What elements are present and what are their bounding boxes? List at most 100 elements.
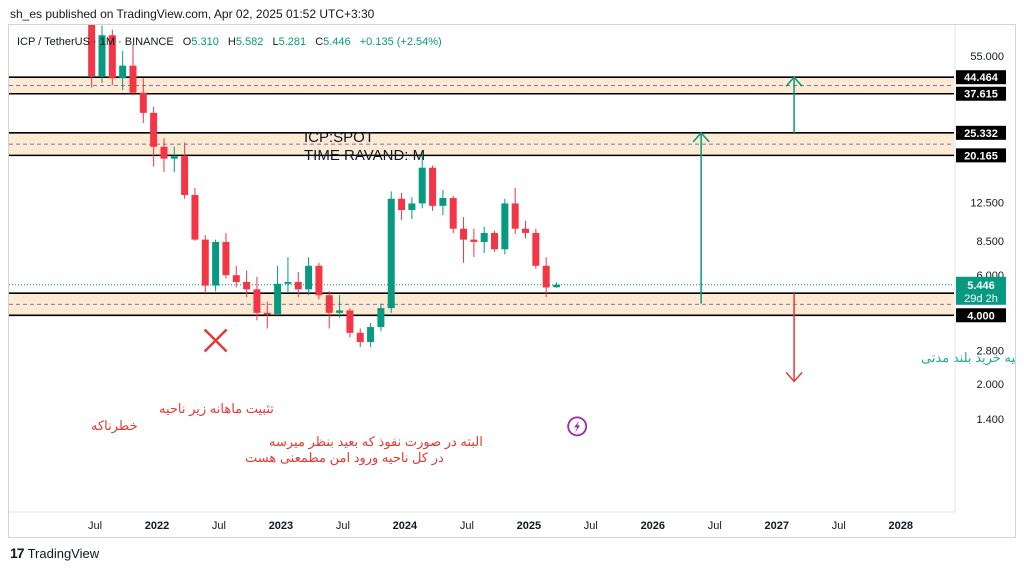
candle — [253, 276, 261, 321]
badge-resistance-lower-top-bg — [956, 125, 1006, 140]
arrow-target-2 — [785, 76, 803, 133]
candle — [315, 262, 323, 300]
candle — [356, 328, 364, 348]
candle — [387, 191, 395, 313]
legend-open-label: O — [183, 36, 192, 48]
warn-note-4: در کل ناحیه ورود امن مطمعنی هست — [245, 450, 444, 466]
candle — [439, 190, 447, 216]
x-tick-label: 2026 — [641, 520, 665, 532]
flash-icon-bolt — [574, 420, 581, 433]
chart-legend[interactable]: ICP / TetherUS · 1M · BINANCE O5.310 H5.… — [17, 36, 442, 48]
candle-body — [315, 265, 323, 296]
chart-frame[interactable]: ICP / TetherUS · 1M · BINANCE O5.310 H5.… — [8, 24, 1016, 538]
candle-body — [501, 203, 509, 250]
candle — [129, 44, 137, 96]
candle-body — [387, 198, 395, 309]
candle-body — [139, 92, 147, 113]
candle-body — [108, 35, 116, 79]
y-tick-label: 12.500 — [970, 198, 1004, 210]
candle — [491, 230, 499, 252]
badge-resistance-upper-bottom: 37.615 — [956, 86, 1006, 101]
x-mark-stroke — [203, 328, 228, 353]
countdown-label: 29d 2h — [964, 293, 998, 305]
candle-body — [408, 203, 416, 211]
candle — [263, 301, 271, 329]
y-tick-label: 2.000 — [976, 379, 1004, 391]
legend-close: 5.446 — [323, 36, 351, 48]
warn-note-1: تثبیت ماهانه زیر ناحیه — [159, 401, 274, 417]
candle — [367, 322, 375, 348]
candle — [325, 291, 333, 329]
candle — [212, 239, 220, 292]
candle — [139, 78, 147, 123]
candle — [88, 25, 96, 88]
legend-symbol: ICP / TetherUS · 1M · BINANCE — [17, 36, 174, 48]
candle — [119, 50, 127, 91]
x-tick-label: Jul — [460, 520, 474, 532]
candle-body — [232, 275, 240, 283]
legend-low: 5.281 — [279, 36, 307, 48]
candle-body — [429, 167, 437, 206]
x-tick-label: Jul — [708, 520, 722, 532]
candle — [553, 282, 561, 288]
candle-body — [284, 282, 292, 284]
badge-support-buy-bottom: 4.000 — [956, 308, 1006, 323]
candle — [542, 257, 550, 298]
badge-resistance-upper-bottom-label: 37.615 — [964, 89, 998, 101]
candle-body — [491, 232, 499, 250]
candle — [222, 232, 230, 279]
buy-zone-note: یکی از بهترین ناحیه خرید بلند مدتی — [921, 350, 1015, 366]
legend-change: +0.135 (+2.54%) — [360, 36, 442, 48]
tradingview-logo-icon: 17 — [10, 545, 25, 561]
candle-body — [222, 241, 230, 276]
candle — [532, 228, 540, 269]
candle-body — [470, 239, 478, 242]
candle — [305, 257, 313, 296]
candle-body — [480, 232, 488, 242]
candle — [511, 187, 519, 235]
flash-icon — [567, 416, 588, 437]
zones-layer — [9, 76, 954, 317]
x-tick-label: 2027 — [765, 520, 789, 532]
candle — [418, 153, 426, 209]
badge-resistance-lower-bottom-label: 20.165 — [964, 150, 998, 162]
y-tick-label: 8.500 — [976, 236, 1004, 248]
candle — [108, 29, 116, 86]
candle — [470, 228, 478, 258]
candle-body — [377, 308, 385, 328]
chart-title-line2: TIME RAVAND: M — [304, 147, 425, 164]
x-tick-label: Jul — [336, 520, 350, 532]
candle-body — [418, 167, 426, 204]
candle-body — [98, 35, 106, 77]
badge-resistance-upper-top: 44.464 — [956, 70, 1006, 85]
candle-body — [243, 282, 251, 290]
y-tick-label: 1.400 — [976, 414, 1004, 426]
candle — [284, 257, 292, 294]
footer-brand[interactable]: 17 TradingView — [10, 545, 99, 561]
x-tick-label: 2023 — [269, 520, 293, 532]
x-tick-label: Jul — [832, 520, 846, 532]
legend-low-label: L — [272, 36, 278, 48]
candle-body — [542, 265, 550, 288]
candle — [501, 198, 509, 255]
x-tick-label: Jul — [88, 520, 102, 532]
candle-body — [532, 232, 540, 266]
candle-body — [253, 289, 261, 313]
candle — [191, 187, 199, 241]
candle — [429, 165, 437, 211]
axis-layer: 260.000180.000120.00080.00055.00012.5008… — [9, 25, 1004, 532]
candle-body — [511, 203, 519, 229]
candle — [408, 197, 416, 219]
badge-support-buy-bottom-bg — [956, 308, 1006, 323]
badge-resistance-lower-top: 25.332 — [956, 125, 1006, 140]
badge-resistance-lower-top-label: 25.332 — [964, 128, 998, 140]
candle — [398, 192, 406, 220]
x-mark-icon — [203, 328, 228, 353]
price-chart[interactable]: ICP / TetherUS · 1M · BINANCE O5.310 H5.… — [9, 25, 1015, 537]
candle-body — [356, 332, 364, 343]
candle-body — [129, 65, 137, 93]
candle-body — [88, 25, 96, 77]
candle — [522, 220, 530, 239]
current-price-label: 5.446 — [967, 280, 995, 292]
